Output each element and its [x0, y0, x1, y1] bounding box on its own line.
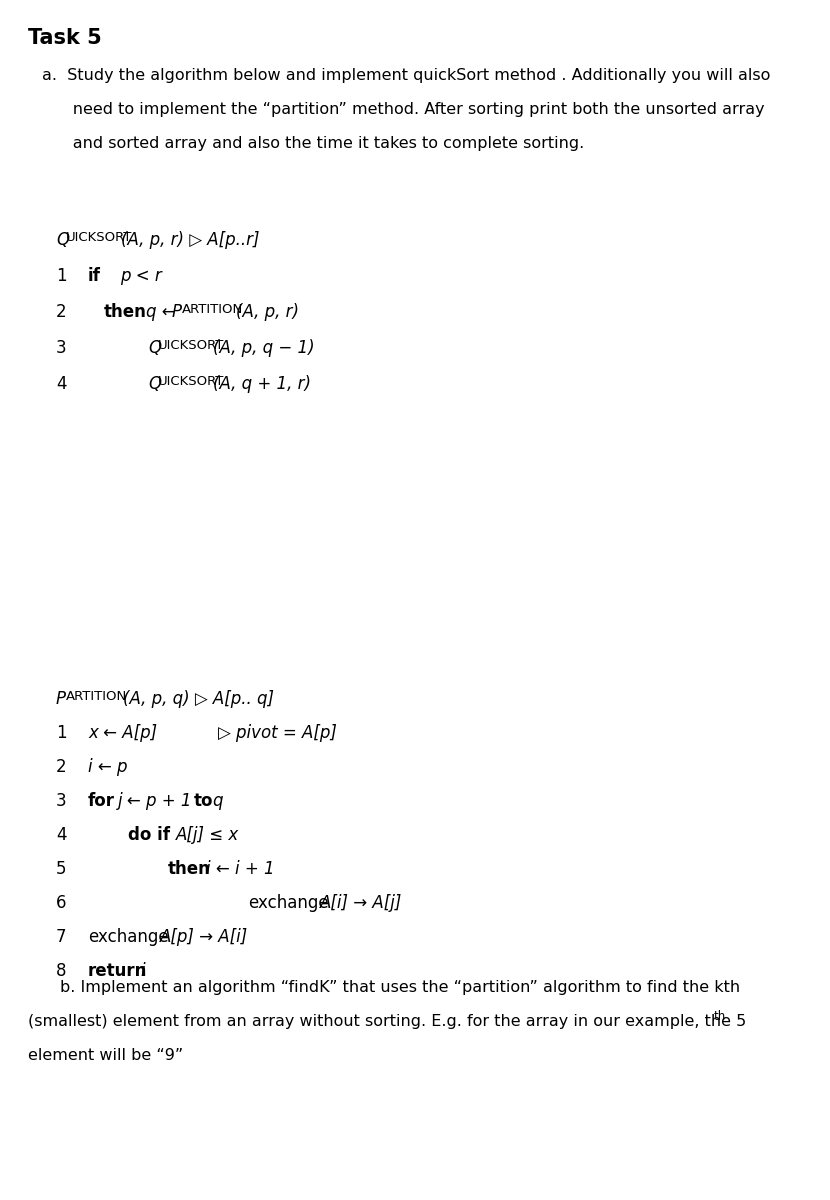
Text: th: th [714, 1010, 726, 1022]
Text: i: i [140, 962, 144, 980]
Text: then: then [168, 860, 211, 878]
Text: (A, q + 1, r): (A, q + 1, r) [213, 374, 311, 392]
Text: 7: 7 [56, 928, 66, 946]
Text: UICKSORT: UICKSORT [66, 230, 132, 244]
Text: Algorithm: Algorithm [48, 182, 129, 200]
Text: and sorted array and also the time it takes to complete sorting.: and sorted array and also the time it ta… [42, 136, 584, 151]
Text: if: if [88, 266, 101, 284]
Text: QUICKSORT...: QUICKSORT... [50, 184, 162, 202]
Text: 4: 4 [56, 374, 66, 392]
Text: 2: 2 [56, 302, 66, 320]
Text: UICKSORT: UICKSORT [158, 374, 224, 388]
Text: 8: 8 [56, 962, 66, 980]
Text: 3: 3 [56, 338, 66, 358]
Text: exchange: exchange [88, 928, 168, 946]
Text: (A, p, r) ▷ A[p..r]: (A, p, r) ▷ A[p..r] [121, 230, 260, 248]
Text: (A, p, r): (A, p, r) [236, 302, 299, 320]
Text: q ←: q ← [146, 302, 181, 320]
Text: ARTITION: ARTITION [182, 302, 243, 316]
Text: 2: 2 [56, 758, 66, 776]
Text: exchange: exchange [248, 894, 329, 912]
Text: (A, p, q) ▷ A[p.. q]: (A, p, q) ▷ A[p.. q] [123, 690, 274, 708]
Text: (smallest) element from an array without sorting. E.g. for the array in our exam: (smallest) element from an array without… [28, 1014, 746, 1028]
Text: 1: 1 [56, 266, 66, 284]
Text: Task 5: Task 5 [28, 28, 102, 48]
Text: x ← A[p]: x ← A[p] [88, 724, 157, 742]
Text: A[p] → A[i]: A[p] → A[i] [160, 928, 248, 946]
Text: j ← p + 1: j ← p + 1 [118, 792, 193, 810]
Text: 4: 4 [56, 826, 66, 844]
Text: Q: Q [56, 230, 69, 248]
Text: 3: 3 [56, 792, 66, 810]
Text: 6: 6 [56, 894, 66, 912]
Text: then: then [104, 302, 147, 320]
Text: a.  Study the algorithm below and implement quickSort method . Additionally you : a. Study the algorithm below and impleme… [42, 68, 770, 83]
Text: to: to [194, 792, 213, 810]
Text: 5: 5 [56, 860, 66, 878]
Text: ARTITION: ARTITION [66, 690, 127, 703]
Text: element will be “9”: element will be “9” [28, 1048, 183, 1063]
Text: b. Implement an algorithm “findK” that uses the “partition” algorithm to find th: b. Implement an algorithm “findK” that u… [60, 980, 740, 995]
Text: return: return [88, 962, 148, 980]
Text: for: for [88, 792, 115, 810]
Text: ▷ pivot = A[p]: ▷ pivot = A[p] [218, 724, 337, 742]
Text: UICKSORT: UICKSORT [158, 338, 224, 352]
Text: (A, p, q − 1): (A, p, q − 1) [213, 338, 315, 358]
Text: need to implement the “partition” method. After sorting print both the unsorted : need to implement the “partition” method… [42, 102, 764, 116]
Text: P: P [56, 690, 66, 708]
Text: Algorithm: Algorithm [48, 648, 129, 666]
Text: q: q [212, 792, 222, 810]
Text: 1: 1 [56, 724, 66, 742]
Text: Q: Q [148, 338, 161, 358]
Text: A[i] → A[j]: A[i] → A[j] [320, 894, 403, 912]
Text: A[j] ≤ x: A[j] ≤ x [176, 826, 239, 844]
Text: Q: Q [148, 374, 161, 392]
Text: p < r: p < r [120, 266, 162, 284]
Text: i ← i + 1: i ← i + 1 [206, 860, 275, 878]
Text: P: P [172, 302, 182, 320]
Text: do if: do if [128, 826, 170, 844]
Text: i ← p: i ← p [88, 758, 128, 776]
